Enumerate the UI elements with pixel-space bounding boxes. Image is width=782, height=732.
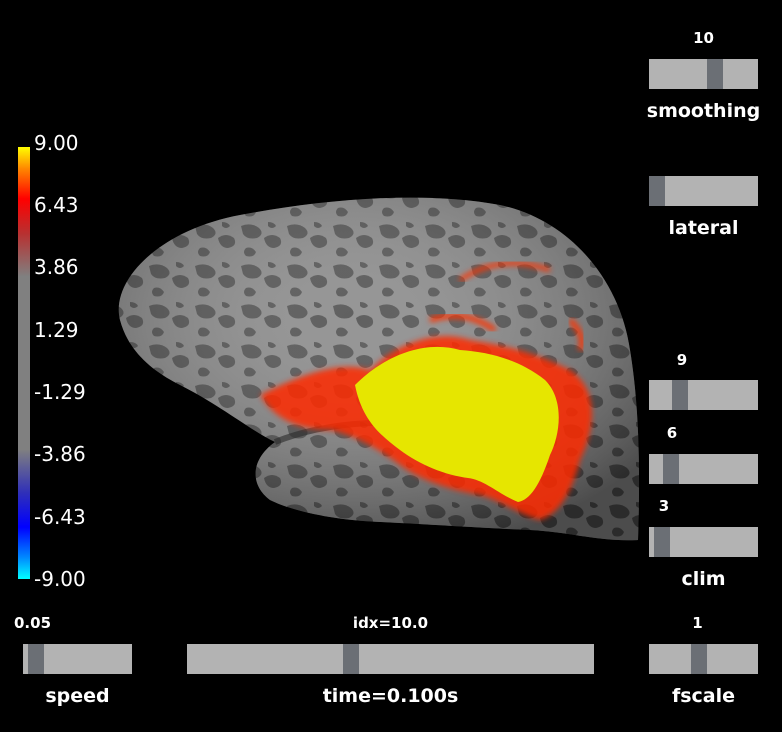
clim-high-value: 9 xyxy=(676,351,688,369)
clim-low-value: 3 xyxy=(658,497,670,515)
colorbar-tick: -1.29 xyxy=(34,380,86,404)
colorbar-tick: -3.86 xyxy=(34,442,86,466)
smoothing-label: smoothing xyxy=(646,100,761,122)
speed-value: 0.05 xyxy=(14,614,52,632)
clim-mid-slider-handle[interactable] xyxy=(663,454,679,484)
time-slider-handle[interactable] xyxy=(343,644,359,674)
speed-slider-handle[interactable] xyxy=(28,644,44,674)
fscale-slider[interactable] xyxy=(649,644,758,674)
clim-mid-slider[interactable] xyxy=(649,454,758,484)
lateral-slider-handle[interactable] xyxy=(649,176,665,206)
lateral-label: lateral xyxy=(668,217,739,239)
colorbar-tick: 1.29 xyxy=(34,318,79,342)
brain-surface-view[interactable] xyxy=(100,180,660,560)
clim-low-slider-handle[interactable] xyxy=(654,527,670,557)
clim-low-slider[interactable] xyxy=(649,527,758,557)
time-slider[interactable] xyxy=(187,644,594,674)
colorbar-tick: -9.00 xyxy=(34,567,86,591)
speed-label: speed xyxy=(45,685,110,707)
smoothing-value: 10 xyxy=(693,29,714,47)
colorbar-tick: 9.00 xyxy=(34,131,79,155)
colorbar-gradient xyxy=(18,147,30,579)
activation-overlay xyxy=(260,261,592,520)
fscale-slider-handle[interactable] xyxy=(691,644,707,674)
clim-mid-value: 6 xyxy=(666,424,678,442)
clim-high-slider[interactable] xyxy=(649,380,758,410)
fscale-label: fscale xyxy=(671,685,736,707)
smoothing-slider[interactable] xyxy=(649,59,758,89)
clim-high-slider-handle[interactable] xyxy=(672,380,688,410)
colorbar-tick: 3.86 xyxy=(34,255,79,279)
clim-label: clim xyxy=(681,568,726,590)
lateral-slider[interactable] xyxy=(649,176,758,206)
colorbar-tick: -6.43 xyxy=(34,505,86,529)
colorbar-tick: 6.43 xyxy=(34,193,79,217)
fscale-value: 1 xyxy=(692,614,703,632)
time-index-value: idx=10.0 xyxy=(352,614,429,632)
time-label: time=0.100s xyxy=(322,685,459,707)
smoothing-slider-handle[interactable] xyxy=(707,59,723,89)
speed-slider[interactable] xyxy=(23,644,132,674)
